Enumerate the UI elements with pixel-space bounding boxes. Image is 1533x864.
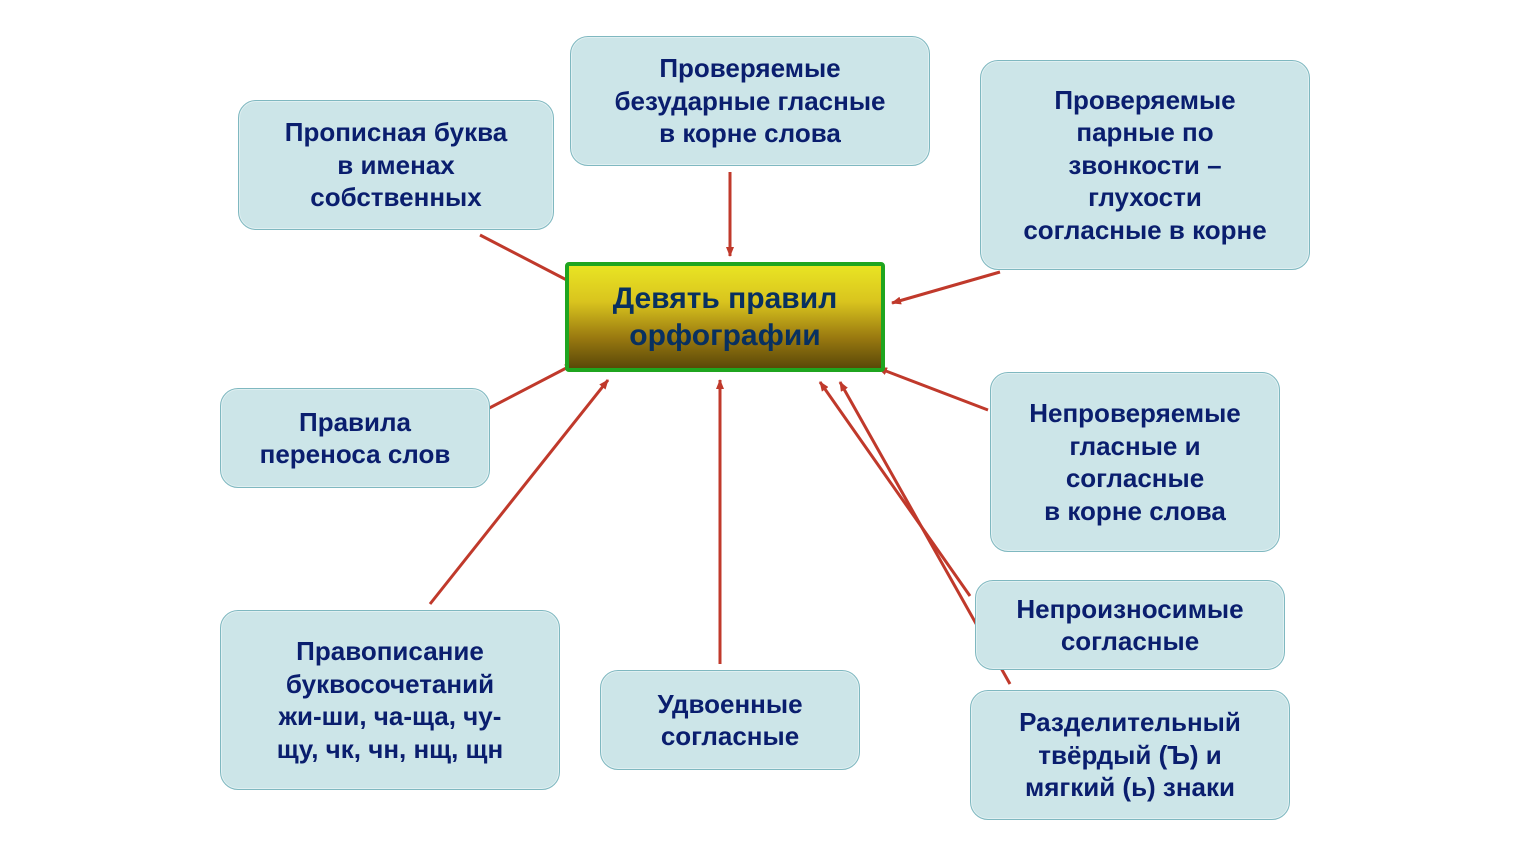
leaf-silent-consonants: Непроизносимые согласные bbox=[975, 580, 1285, 670]
leaf-unchecked-vowels-consonants: Непроверяемые гласные и согласные в корн… bbox=[990, 372, 1280, 552]
arrow-n5 bbox=[878, 368, 988, 410]
leaf-checked-unstressed-vowels: Проверяемые безударные гласные в корне с… bbox=[570, 36, 930, 166]
arrow-n8 bbox=[820, 382, 970, 596]
leaf-hard-soft-signs: Разделительный твёрдый (Ъ) и мягкий (ь) … bbox=[970, 690, 1290, 820]
leaf-checked-paired-consonants: Проверяемые парные по звонкости – глухос… bbox=[980, 60, 1310, 270]
leaf-letter-combinations: Правописание буквосочетаний жи-ши, ча-ща… bbox=[220, 610, 560, 790]
leaf-double-consonants: Удвоенные согласные bbox=[600, 670, 860, 770]
leaf-hyphenation-rules: Правила переноса слов bbox=[220, 388, 490, 488]
arrow-n3 bbox=[892, 272, 1000, 303]
diagram-stage: Девять правил орфографии Прописная буква… bbox=[0, 0, 1533, 864]
center-node: Девять правил орфографии bbox=[565, 262, 885, 372]
leaf-proper-noun-capital: Прописная буква в именах собственных bbox=[238, 100, 554, 230]
